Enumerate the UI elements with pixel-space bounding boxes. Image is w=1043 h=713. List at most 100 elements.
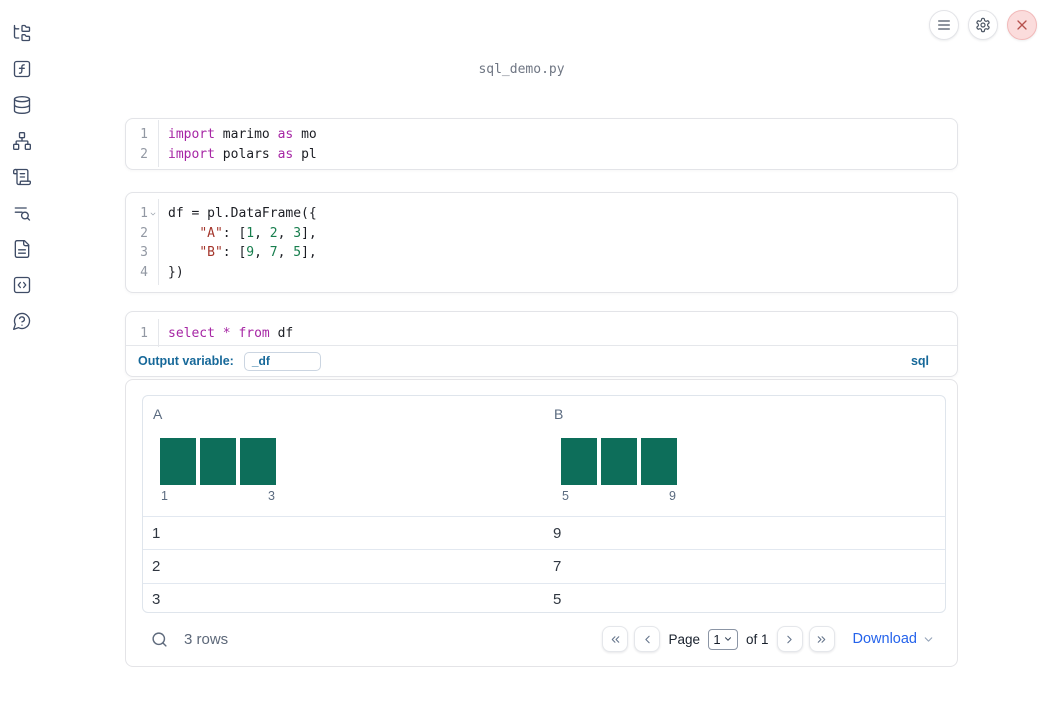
pagination-controls: Page 1 of 1 Download [602, 626, 935, 652]
code-line[interactable]: 4}) [126, 263, 957, 283]
line-number: 4 [140, 264, 148, 280]
table-cell: 9 [553, 524, 562, 542]
output-variable-label: Output variable: [138, 354, 234, 368]
histogram-bar[interactable] [160, 438, 196, 485]
histogram-max-label: 3 [268, 489, 275, 503]
table-cell: 7 [553, 557, 562, 575]
help-icon[interactable] [12, 311, 32, 331]
sql-cell-footer: Output variable: _df sql [126, 345, 957, 376]
line-number: 3 [140, 245, 148, 260]
notebook-actions-toolbar [929, 10, 1037, 40]
code-text: import marimo as mo [168, 127, 317, 142]
datasources-icon[interactable] [12, 95, 32, 115]
code-editor[interactable]: 1 df = pl.DataFrame({2 "A": [1, 2, 3], 3 "… [126, 199, 957, 285]
histogram-max-label: 9 [669, 489, 676, 503]
code-line[interactable]: 1 select * from df [126, 324, 957, 344]
output-variable-input[interactable]: _df [243, 351, 321, 371]
table-cell: 5 [553, 591, 562, 609]
last-page-button[interactable] [808, 626, 835, 652]
gear-icon [976, 17, 990, 33]
dependency-graph-icon[interactable] [12, 131, 32, 151]
row-count: 3 rows [184, 630, 229, 648]
fold-spacer [148, 324, 158, 344]
histogram-bar[interactable] [561, 438, 597, 485]
output-variable-value: _df [251, 354, 270, 368]
code-text: }) [168, 264, 184, 280]
chevron-down-icon [724, 637, 731, 641]
file-explorer-icon[interactable] [12, 23, 32, 43]
chevron-right-icon [787, 635, 792, 643]
search-button[interactable] [151, 631, 168, 648]
table-cell: 3 [152, 591, 161, 609]
close-icon [1017, 20, 1027, 30]
fold-spacer [148, 224, 158, 244]
code-editor[interactable]: 1 import marimo as mo 2 import polars as pl [126, 120, 957, 167]
table-footer: 3 rows Page 1 of 1 [126, 625, 957, 653]
snippets-icon[interactable] [12, 275, 32, 295]
line-number: 1 [140, 127, 148, 142]
settings-button[interactable] [968, 10, 998, 40]
line-number: 2 [140, 146, 148, 162]
histogram-bars [561, 438, 677, 485]
table-cell: 1 [152, 524, 161, 542]
next-page-button[interactable] [776, 626, 803, 652]
search-icon [152, 631, 167, 647]
code-cell-dataframe[interactable]: 1 df = pl.DataFrame({2 "A": [1, 2, 3], 3 "… [125, 192, 958, 293]
language-badge: sql [910, 354, 929, 368]
hamburger-menu-icon [938, 20, 950, 30]
page-label: Page [668, 631, 700, 647]
documentation-icon[interactable] [12, 239, 32, 259]
histogram-bar[interactable] [200, 438, 236, 485]
shutdown-button[interactable] [1007, 10, 1037, 40]
chevron-down-icon [924, 636, 933, 642]
code-line[interactable]: 3 "B": [9, 7, 5], [126, 243, 957, 263]
download-button[interactable]: Download [853, 631, 936, 647]
logs-icon[interactable] [12, 203, 32, 223]
column-name: A [153, 406, 163, 422]
prev-page-button[interactable] [634, 626, 661, 652]
page-of-label: of 1 [745, 631, 769, 647]
first-page-button[interactable] [602, 626, 629, 652]
histogram-min-label: 5 [562, 489, 569, 503]
fold-chevron-icon[interactable] [148, 204, 158, 224]
download-label: Download [852, 631, 918, 647]
code-line[interactable]: 2 import polars as pl [126, 145, 957, 165]
histogram-bar[interactable] [240, 438, 276, 485]
column-name: B [554, 406, 564, 422]
sql-cell[interactable]: 1 select * from df Output variable: _df s… [125, 311, 958, 377]
scratchpad-icon[interactable] [12, 167, 32, 187]
histogram-bar[interactable] [601, 438, 637, 485]
histogram-min-label: 1 [161, 489, 168, 503]
sql-editor[interactable]: 1 select * from df [126, 319, 957, 346]
histogram-bars [160, 438, 276, 485]
code-cell-imports[interactable]: 1 import marimo as mo 2 import polars as pl [125, 118, 958, 170]
code-line[interactable]: 1 df = pl.DataFrame({ [126, 204, 957, 224]
chevrons-right-icon [817, 635, 826, 643]
code-text: df = pl.DataFrame({ [168, 206, 317, 221]
fold-spacer [148, 263, 158, 283]
notebook-filename: sql_demo.py [478, 62, 565, 77]
chevrons-left-icon [611, 635, 620, 643]
variables-icon[interactable] [12, 59, 32, 79]
page-select-value: 1 [713, 631, 721, 647]
code-line[interactable]: 1 import marimo as mo [126, 125, 957, 145]
histogram-bar[interactable] [641, 438, 677, 485]
menu-button[interactable] [929, 10, 959, 40]
line-number: 2 [140, 225, 148, 241]
code-text: import polars as pl [168, 146, 317, 162]
code-line[interactable]: 2 "A": [1, 2, 3], [126, 224, 957, 244]
page-select[interactable]: 1 [707, 628, 738, 650]
